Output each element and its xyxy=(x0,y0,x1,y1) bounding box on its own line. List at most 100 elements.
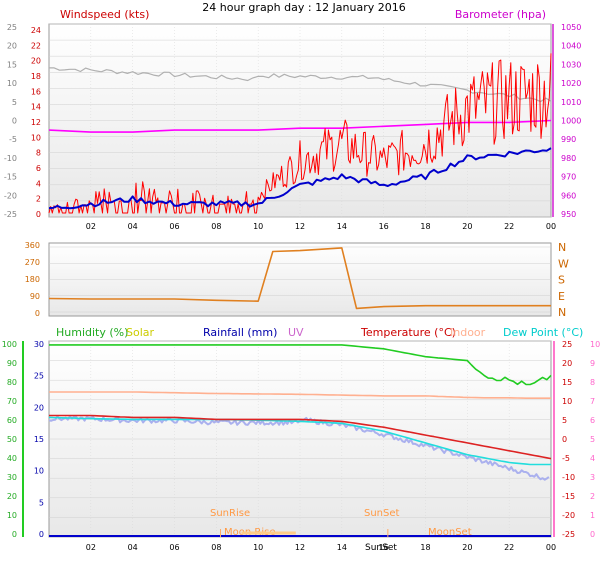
temperature-tick: -15 xyxy=(562,492,575,501)
top-left-outer-tick: 5 xyxy=(12,98,17,107)
temperature-tick: -20 xyxy=(562,511,575,520)
uv-tick: 3 xyxy=(590,473,595,482)
top-x-tick: 06 xyxy=(169,222,179,231)
temperature-tick: -5 xyxy=(562,454,570,463)
top-left-inner-tick: 12 xyxy=(31,118,41,127)
humidity-tick: 20 xyxy=(7,492,17,501)
top-x-tick: 20 xyxy=(462,222,472,231)
top-x-tick: 16 xyxy=(379,222,389,231)
top-left-inner-tick: 6 xyxy=(36,164,41,173)
top-left-outer-tick: -25 xyxy=(4,210,17,219)
top-left-inner-tick: 4 xyxy=(36,179,41,188)
uv-tick: 9 xyxy=(590,359,595,368)
top-x-tick: 22 xyxy=(504,222,514,231)
top-left-inner-tick: 0 xyxy=(36,210,41,219)
humidity-tick: 50 xyxy=(7,435,17,444)
rain-tick: 0 xyxy=(39,530,44,539)
mid-right-tick: W xyxy=(558,257,569,270)
top-left-inner-tick: 20 xyxy=(31,57,41,66)
chart-marks xyxy=(22,24,555,537)
bottom-x-tick: 00 xyxy=(546,543,556,552)
uv-label: UV xyxy=(288,326,304,339)
uv-tick: 1 xyxy=(590,511,595,520)
rain-tick: 20 xyxy=(34,403,44,412)
bottom-x-tick: 16 xyxy=(379,543,389,552)
humidity-tick: 30 xyxy=(7,473,17,482)
uv-tick: 4 xyxy=(590,454,595,463)
humidity-tick: 80 xyxy=(7,378,17,387)
mid-left-tick: 90 xyxy=(30,292,40,301)
dewpoint-line xyxy=(48,416,551,466)
top-left-outer-tick: -20 xyxy=(4,191,17,200)
top-left-inner-tick: 8 xyxy=(36,149,41,158)
uv-tick: 0 xyxy=(590,530,595,539)
top-right-tick: 1040 xyxy=(561,42,581,51)
top-right-tick: 980 xyxy=(561,154,576,163)
axis-labels: 2520151050-5-10-15-20-252422201816141210… xyxy=(2,23,600,552)
top-left-inner-tick: 16 xyxy=(31,87,41,96)
humidity-line xyxy=(49,344,552,386)
top-left-inner-tick: 2 xyxy=(36,195,41,204)
temperature-tick: 0 xyxy=(562,435,567,444)
top-x-tick: 14 xyxy=(337,222,347,231)
top-left-outer-tick: 10 xyxy=(7,79,17,88)
temperature-tick: -25 xyxy=(562,530,575,539)
temp-trace-line xyxy=(49,67,552,103)
humidity-tick: 60 xyxy=(7,416,17,425)
top-x-tick: 12 xyxy=(295,222,305,231)
top-right-tick: 1050 xyxy=(561,23,581,32)
rain-tick: 30 xyxy=(34,340,44,349)
temperature-tick: 5 xyxy=(562,416,567,425)
bottom-x-tick: 22 xyxy=(504,543,514,552)
temperature-tick: 20 xyxy=(562,359,572,368)
top-left-inner-tick: 18 xyxy=(31,72,41,81)
uv-tick: 2 xyxy=(590,492,595,501)
top-x-tick: 02 xyxy=(86,222,96,231)
rain-tick: 25 xyxy=(34,372,44,381)
top-left-outer-tick: -10 xyxy=(4,154,17,163)
uv-tick: 8 xyxy=(590,378,595,387)
top-left-outer-tick: -15 xyxy=(4,173,17,182)
bottom-x-tick: 20 xyxy=(462,543,472,552)
temperature-line xyxy=(49,414,552,460)
uv-tick: 7 xyxy=(590,397,595,406)
windspeed-label: Windspeed (kts) xyxy=(60,8,149,21)
bottom-x-tick: 10 xyxy=(253,543,263,552)
rain-tick: 5 xyxy=(39,498,44,507)
bottom-x-tick: 14 xyxy=(337,543,347,552)
top-left-inner-tick: 14 xyxy=(31,103,41,112)
top-left-outer-tick: 0 xyxy=(12,117,17,126)
humidity-tick: 70 xyxy=(7,397,17,406)
temperature-tick: -10 xyxy=(562,473,575,482)
top-x-tick: 10 xyxy=(253,222,263,231)
barometer-line xyxy=(48,119,552,133)
bottom-x-tick: 02 xyxy=(86,543,96,552)
top-right-tick: 1030 xyxy=(561,60,581,69)
windspeed-average-line xyxy=(48,147,552,210)
indoor-label: Indoor xyxy=(450,326,486,339)
top-x-tick: 00 xyxy=(546,222,556,231)
mid-right-tick: S xyxy=(558,274,565,287)
windspeed-gust-line xyxy=(48,53,552,214)
top-right-tick: 950 xyxy=(561,210,576,219)
humidity-tick: 40 xyxy=(7,454,17,463)
bottom-x-tick: 06 xyxy=(169,543,179,552)
top-left-outer-tick: 25 xyxy=(7,23,17,32)
top-right-tick: 960 xyxy=(561,191,576,200)
mid-left-tick: 0 xyxy=(35,309,40,318)
top-x-tick: 18 xyxy=(420,222,430,231)
humidity-tick: 100 xyxy=(2,340,17,349)
mid-right-tick: E xyxy=(558,290,565,303)
mid-left-tick: 270 xyxy=(25,258,40,267)
indoor-line xyxy=(49,391,551,400)
top-right-tick: 970 xyxy=(561,173,576,182)
bottom-x-tick: 18 xyxy=(420,543,430,552)
barometer-label: Barometer (hpa) xyxy=(455,8,546,21)
bottom-x-tick: 08 xyxy=(211,543,221,552)
top-left-inner-tick: 10 xyxy=(31,133,41,142)
sunset-annotation: SunSet xyxy=(364,508,400,519)
mid-left-tick: 360 xyxy=(25,241,40,250)
bottom-x-tick: 04 xyxy=(128,543,138,552)
graph-title: 24 hour graph day : 12 January 2016 xyxy=(202,1,406,14)
